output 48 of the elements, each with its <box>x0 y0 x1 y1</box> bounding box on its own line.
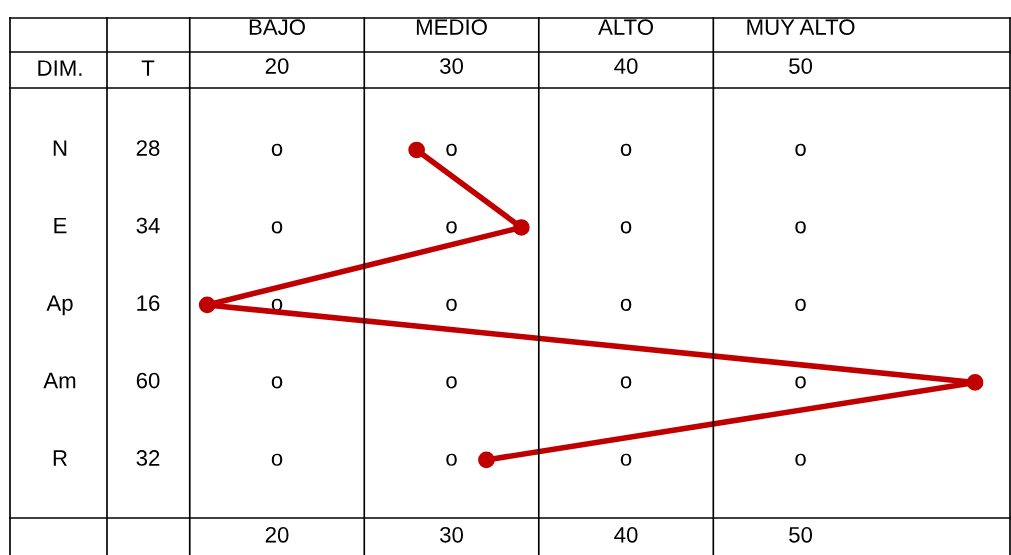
annotation: o <box>795 453 806 466</box>
annotation: o <box>271 376 283 389</box>
x2-tick-label: 20 <box>265 58 289 74</box>
text: BAJO <box>249 19 305 35</box>
x2-tick-label: 40 <box>614 58 638 74</box>
text: MEDIO <box>416 19 487 35</box>
y-tick-label: R <box>53 450 67 466</box>
annotation: o <box>795 143 806 156</box>
point <box>478 451 495 469</box>
annotation: o <box>620 143 632 156</box>
point <box>198 296 216 314</box>
annotation: o <box>271 453 283 466</box>
annotation: o <box>795 221 806 234</box>
y-tick-label: Am <box>43 372 76 389</box>
text: ALTO <box>598 19 653 35</box>
x-tick-label: 20 <box>265 526 289 543</box>
annotation: o <box>271 221 283 234</box>
annotation: o <box>446 376 457 389</box>
x2-tick-label: 30 <box>440 58 464 74</box>
x-tick-label: 50 <box>789 526 813 543</box>
annotation: 60 <box>136 372 160 389</box>
point <box>966 374 984 391</box>
y-tick-label: N <box>53 140 67 156</box>
annotation: o <box>620 376 632 389</box>
annotation: 16 <box>137 295 160 311</box>
text: MUY ALTO <box>747 19 855 35</box>
point <box>513 219 530 236</box>
point <box>408 141 425 159</box>
x2-tick-label: 50 <box>789 58 813 74</box>
annotation: o <box>446 298 457 311</box>
annotation: o <box>620 453 632 466</box>
annotation: 32 <box>136 450 160 466</box>
annotation: 34 <box>136 217 160 234</box>
x-tick-label: 40 <box>614 526 638 543</box>
annotation: o <box>620 298 632 311</box>
x-tick-label: 30 <box>440 526 464 543</box>
y-tick-label: Ap <box>46 295 73 316</box>
text: DIM. <box>38 60 82 76</box>
annotation: 28 <box>136 140 160 156</box>
annotation: o <box>271 143 283 156</box>
annotation: o <box>795 298 806 311</box>
annotation: o <box>446 453 457 466</box>
text: T <box>141 60 155 76</box>
annotation: o <box>446 143 457 156</box>
annotation: o <box>446 221 457 234</box>
y-tick-label: E <box>54 217 67 234</box>
annotation: o <box>795 376 806 389</box>
annotation: o <box>620 221 632 234</box>
